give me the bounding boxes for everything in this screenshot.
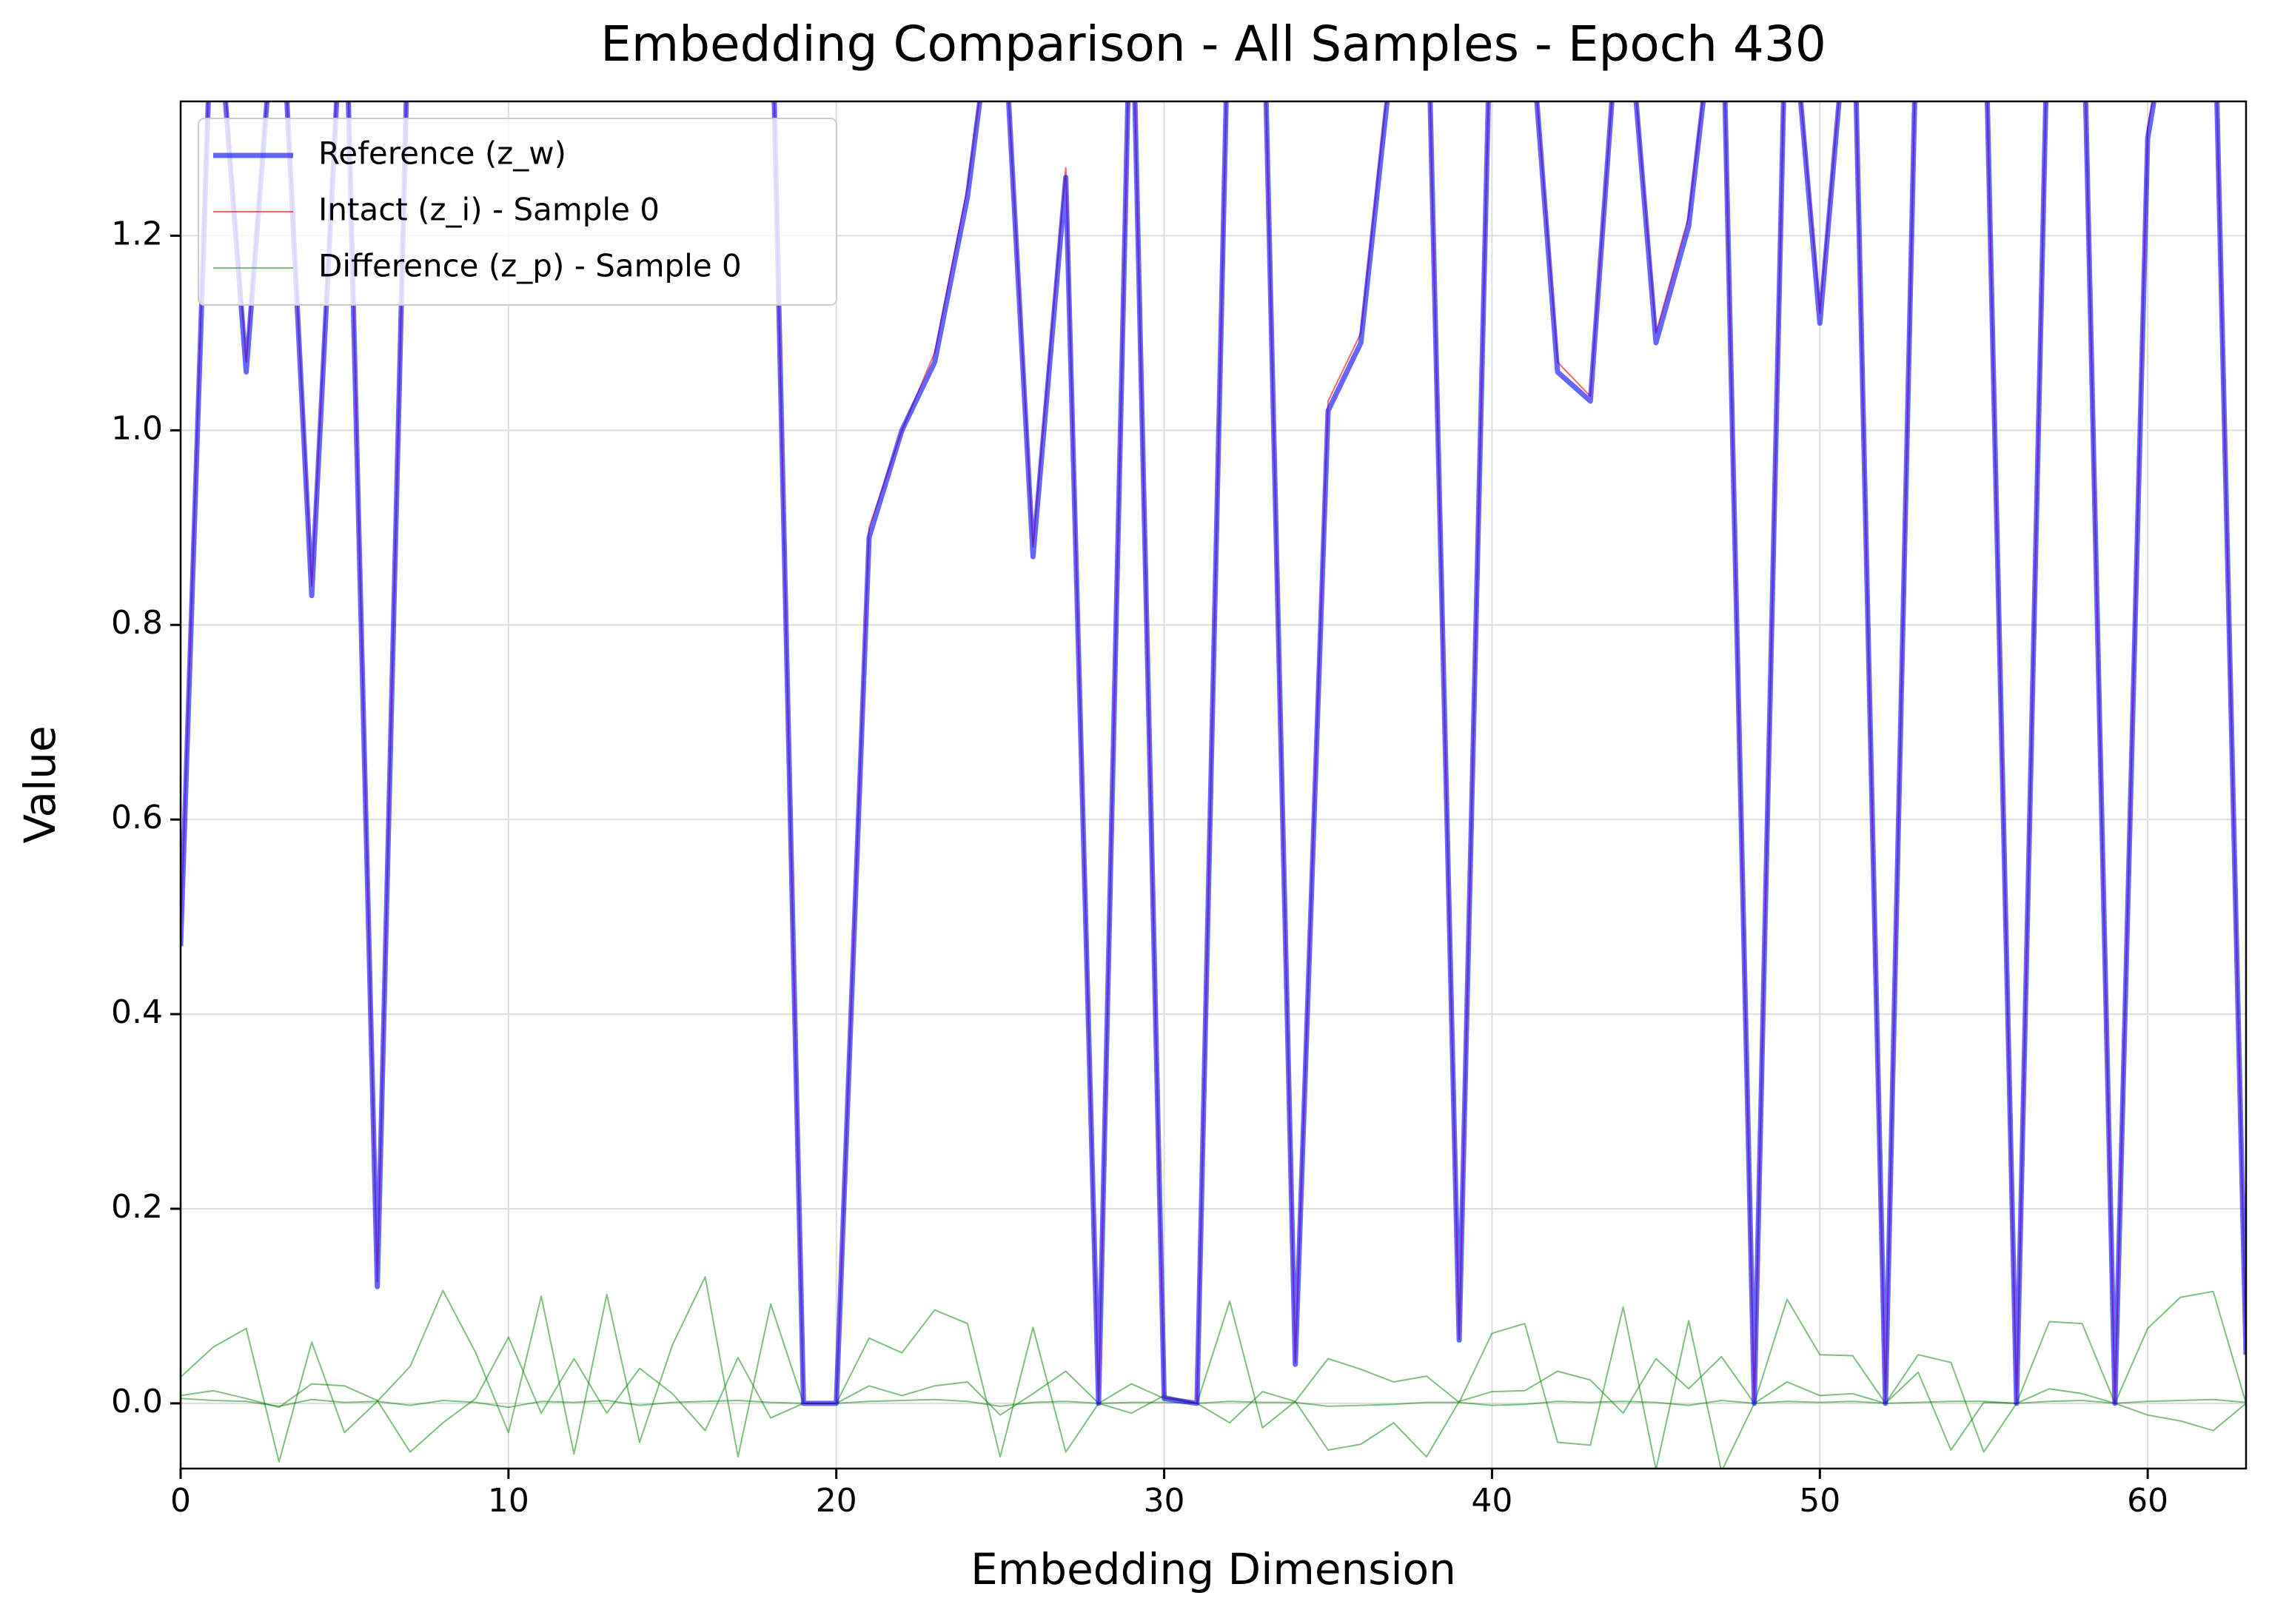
series-line <box>181 101 2246 1406</box>
y-tick-label: 0.0 <box>111 1383 163 1420</box>
y-tick-label: 0.4 <box>111 993 163 1031</box>
y-tick-label: 1.2 <box>111 215 163 252</box>
x-tick-label: 10 <box>488 1482 529 1520</box>
series-line <box>181 1336 2246 1458</box>
legend-label: Intact (z_i) - Sample 0 <box>318 192 660 228</box>
y-tick-label: 1.0 <box>111 409 163 447</box>
y-tick-label: 0.8 <box>111 604 163 642</box>
y-tick-label: 0.6 <box>111 799 163 836</box>
x-tick-label: 60 <box>2127 1482 2168 1520</box>
x-tick-label: 50 <box>1799 1482 1840 1520</box>
x-tick-label: 0 <box>170 1482 191 1520</box>
x-tick-label: 20 <box>816 1482 857 1520</box>
series-line <box>181 1397 2246 1409</box>
y-tick-label: 0.2 <box>111 1188 163 1226</box>
series-line <box>181 1276 2246 1469</box>
y-axis-label: Value <box>15 725 65 843</box>
axes-frame <box>179 100 2248 1470</box>
x-tick-label: 40 <box>1471 1482 1512 1520</box>
chart-title: Embedding Comparison - All Samples - Epo… <box>600 16 1826 73</box>
x-tick-label: 30 <box>1144 1482 1185 1520</box>
plot-area <box>181 101 2246 1469</box>
legend-label: Reference (z_w) <box>318 135 566 172</box>
x-axis-label: Embedding Dimension <box>971 1544 1456 1594</box>
legend-box <box>198 118 837 306</box>
legend-label: Difference (z_p) - Sample 0 <box>318 248 742 284</box>
